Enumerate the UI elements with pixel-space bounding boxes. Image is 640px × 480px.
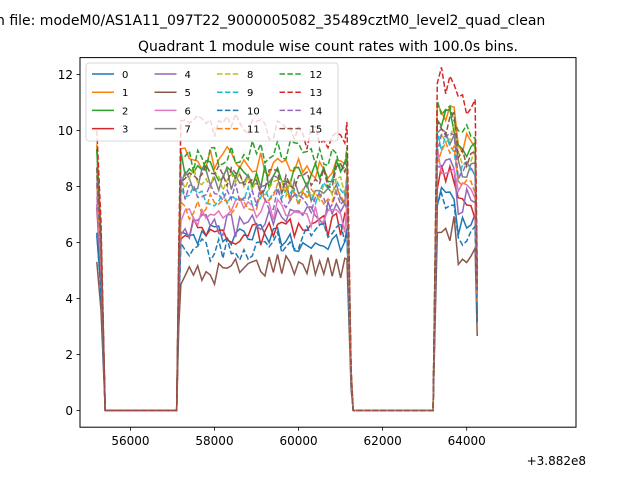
series-line-15 (96, 110, 478, 412)
legend-item-6: 6 (154, 106, 191, 117)
y-tick-label: 0 (65, 404, 73, 418)
legend-label: 6 (185, 106, 191, 117)
legend-label: 1 (122, 88, 128, 99)
series-line-8 (96, 123, 478, 412)
legend-label: 15 (310, 125, 323, 136)
series-line-2 (96, 108, 478, 412)
y-tick-label: 12 (58, 68, 73, 82)
legend-label: 7 (185, 125, 191, 136)
legend-frame (85, 62, 339, 142)
legend-item-11: 11 (217, 125, 260, 136)
series-line-7 (96, 127, 478, 412)
x-tick-label: 62000 (364, 434, 402, 448)
y-axis: 0 2 4 6 8 10 12 (58, 68, 80, 418)
legend-item-10: 10 (217, 106, 260, 117)
legend-item-1: 1 (92, 88, 128, 99)
legend-label: 12 (310, 70, 323, 81)
legend-label: 11 (247, 125, 260, 136)
y-tick-label: 10 (58, 124, 73, 138)
legend-item-2: 2 (92, 106, 128, 117)
legend-item-7: 7 (154, 125, 191, 136)
series-line-12 (96, 100, 478, 412)
series-line-14 (96, 132, 478, 412)
legend-item-14: 14 (279, 106, 323, 117)
legend-item-5: 5 (154, 88, 191, 99)
series-line-9 (96, 131, 478, 412)
legend-item-4: 4 (154, 70, 191, 81)
legend-label: 14 (310, 106, 323, 117)
legend-item-15: 15 (279, 125, 323, 136)
figure-suptitle: n file: modeM0/AS1A11_097T22_9000005082_… (0, 13, 545, 29)
x-tick-label: 56000 (111, 434, 149, 448)
legend-label: 13 (310, 88, 323, 99)
series-line-0 (96, 185, 478, 412)
series-line-5 (96, 216, 478, 412)
x-tick-label: 60000 (279, 434, 317, 448)
chart-title: Quadrant 1 module wise count rates with … (138, 39, 518, 55)
y-tick-label: 6 (65, 236, 73, 250)
legend-label: 0 (122, 70, 128, 81)
y-tick-label: 4 (65, 292, 73, 306)
legend-label: 2 (122, 106, 128, 117)
legend-item-0: 0 (92, 70, 128, 81)
legend-item-13: 13 (279, 88, 323, 99)
series-layer (96, 67, 478, 412)
x-tick-label: 64000 (448, 434, 486, 448)
y-tick-label: 2 (65, 348, 73, 362)
y-tick-label: 8 (65, 180, 73, 194)
legend-label: 9 (247, 88, 253, 99)
x-offset-label: +3.882e8 (527, 454, 586, 468)
series-line-3 (96, 163, 478, 412)
x-tick-label: 58000 (195, 434, 233, 448)
legend-item-8: 8 (217, 70, 253, 81)
legend-label: 3 (122, 125, 128, 136)
legend-label: 5 (185, 88, 191, 99)
series-line-10 (96, 190, 478, 412)
legend-item-9: 9 (217, 88, 253, 99)
legend-label: 10 (247, 106, 260, 117)
legend-item-3: 3 (92, 125, 128, 136)
legend-label: 4 (185, 70, 191, 81)
legend-item-12: 12 (279, 70, 323, 81)
legend-label: 8 (247, 70, 253, 81)
x-axis: 56000 58000 60000 62000 64000 (111, 427, 486, 448)
series-line-4 (96, 157, 478, 412)
